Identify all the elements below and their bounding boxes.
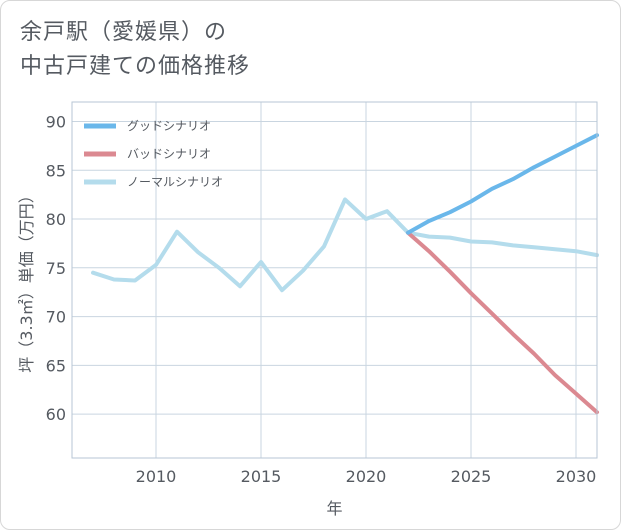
y-tick-label: 65 — [46, 356, 66, 375]
y-tick-label: 70 — [46, 308, 66, 327]
x-tick-label: 2030 — [556, 467, 597, 486]
series-line-1 — [406, 133, 599, 235]
y-tick-label: 80 — [46, 210, 66, 229]
grid — [72, 102, 597, 458]
x-tick-label: 2015 — [241, 467, 282, 486]
y-tick-label: 85 — [46, 161, 66, 180]
y-tick-label: 75 — [46, 259, 66, 278]
legend-label: ノーマルシナリオ — [127, 175, 223, 189]
chart-title-line-1: 余戸駅（愛媛県）の — [20, 20, 228, 45]
x-axis-title: 年 — [326, 499, 342, 518]
y-axis-title: 坪（3.3㎡）単価（万円） — [17, 187, 36, 372]
chart-title: 余戸駅（愛媛県）の 中古戸建ての価格推移 — [20, 16, 250, 84]
y-tick-label: 90 — [46, 113, 66, 132]
series-line-3 — [91, 197, 599, 293]
x-tick-label: 2020 — [346, 467, 387, 486]
x-tick-label: 2025 — [451, 467, 492, 486]
chart-title-line-2: 中古戸建ての価格推移 — [20, 54, 251, 79]
series-line-2 — [406, 230, 599, 415]
plot-border — [71, 101, 598, 459]
x-tick-label: 2010 — [136, 467, 177, 486]
series-lines — [91, 133, 599, 415]
legend-label: バッドシナリオ — [127, 147, 211, 161]
axes: 2010 2015 2020 2025 2030 60 65 70 75 80 85 90 — [46, 101, 598, 486]
legend-label: グッドシナリオ — [127, 119, 211, 133]
y-tick-label: 60 — [46, 405, 66, 424]
